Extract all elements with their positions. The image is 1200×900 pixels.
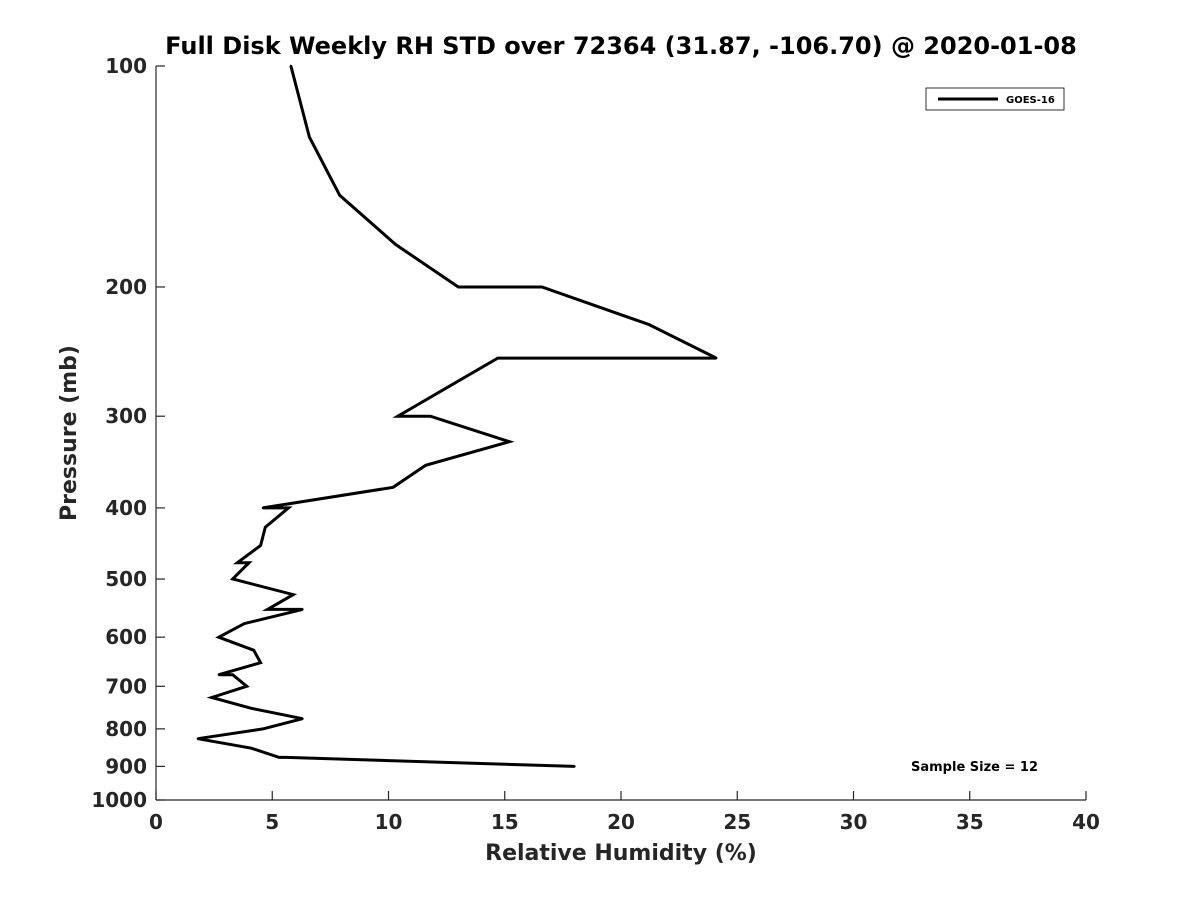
x-tick-label: 25 (723, 810, 751, 834)
y-tick-label: 600 (105, 625, 147, 649)
plot-area: 0 5 10 15 20 25 30 35 40 100 200 300 400 500 600 700 80… (91, 54, 1100, 834)
data-point (278, 756, 281, 759)
data-point (236, 561, 239, 564)
data-point (301, 717, 304, 720)
data-point (250, 747, 253, 750)
data-point (308, 135, 311, 139)
legend-label: GOES-16 (1006, 95, 1055, 106)
x-tick-label: 20 (607, 810, 635, 834)
data-point (250, 707, 253, 710)
y-tick-label: 1000 (91, 788, 147, 812)
data-point (247, 561, 251, 564)
data-point (391, 486, 395, 489)
legend: GOES-16 (925, 87, 1065, 111)
data-point (245, 685, 248, 688)
data-point (338, 194, 341, 197)
data-point (259, 544, 262, 547)
data-point (243, 622, 246, 625)
y-tick-label: 500 (105, 567, 147, 591)
x-tick-label: 40 (1072, 810, 1100, 834)
data-point (429, 415, 432, 418)
y-tick-label: 800 (105, 717, 147, 741)
y-tick-label: 300 (105, 404, 147, 428)
data-point (573, 765, 576, 768)
data-point (266, 608, 269, 611)
x-tick-label: 10 (375, 810, 403, 834)
series-line-goes-16 (197, 65, 717, 768)
x-ticks: 0 5 10 15 20 25 30 35 40 (149, 791, 1100, 834)
data-point (540, 285, 544, 289)
data-point (231, 577, 234, 581)
data-point (285, 756, 288, 759)
data-point (287, 506, 290, 510)
data-point (396, 415, 399, 418)
data-point (289, 64, 293, 68)
data-point (261, 727, 265, 731)
data-point (647, 323, 651, 326)
data-point (231, 673, 234, 676)
data-point (292, 593, 295, 596)
x-tick-label: 35 (956, 810, 984, 834)
y-axis-label: Pressure (mb) (57, 345, 82, 521)
y-tick-label: 900 (105, 754, 147, 778)
sample-size-annotation: Sample Size = 12 (911, 760, 1038, 775)
data-point (457, 285, 460, 289)
data-point (217, 673, 220, 676)
data-point (259, 661, 262, 664)
data-point (715, 356, 718, 360)
x-axis-label: Relative Humidity (%) (485, 841, 757, 866)
y-tick-label: 700 (105, 674, 147, 698)
data-point (210, 696, 213, 699)
data-point (508, 440, 511, 443)
chart-title: Full Disk Weekly RH STD over 72364 (31.8… (165, 32, 1077, 60)
data-point (217, 636, 220, 639)
data-point (261, 506, 265, 510)
y-ticks: 100 200 300 400 500 600 700 800 900 1000 (91, 54, 165, 812)
data-point (196, 737, 199, 740)
x-tick-label: 15 (491, 810, 519, 834)
data-point (264, 526, 267, 529)
data-point (301, 608, 304, 611)
x-tick-label: 0 (149, 810, 163, 834)
series-points (196, 64, 718, 768)
y-tick-label: 200 (105, 275, 147, 299)
x-tick-label: 30 (840, 810, 868, 834)
data-point (394, 243, 397, 246)
y-tick-label: 400 (105, 496, 147, 520)
data-point (496, 356, 499, 360)
data-point (252, 649, 255, 652)
data-point (424, 464, 427, 467)
x-tick-label: 5 (265, 810, 279, 834)
y-tick-label: 100 (105, 54, 147, 78)
